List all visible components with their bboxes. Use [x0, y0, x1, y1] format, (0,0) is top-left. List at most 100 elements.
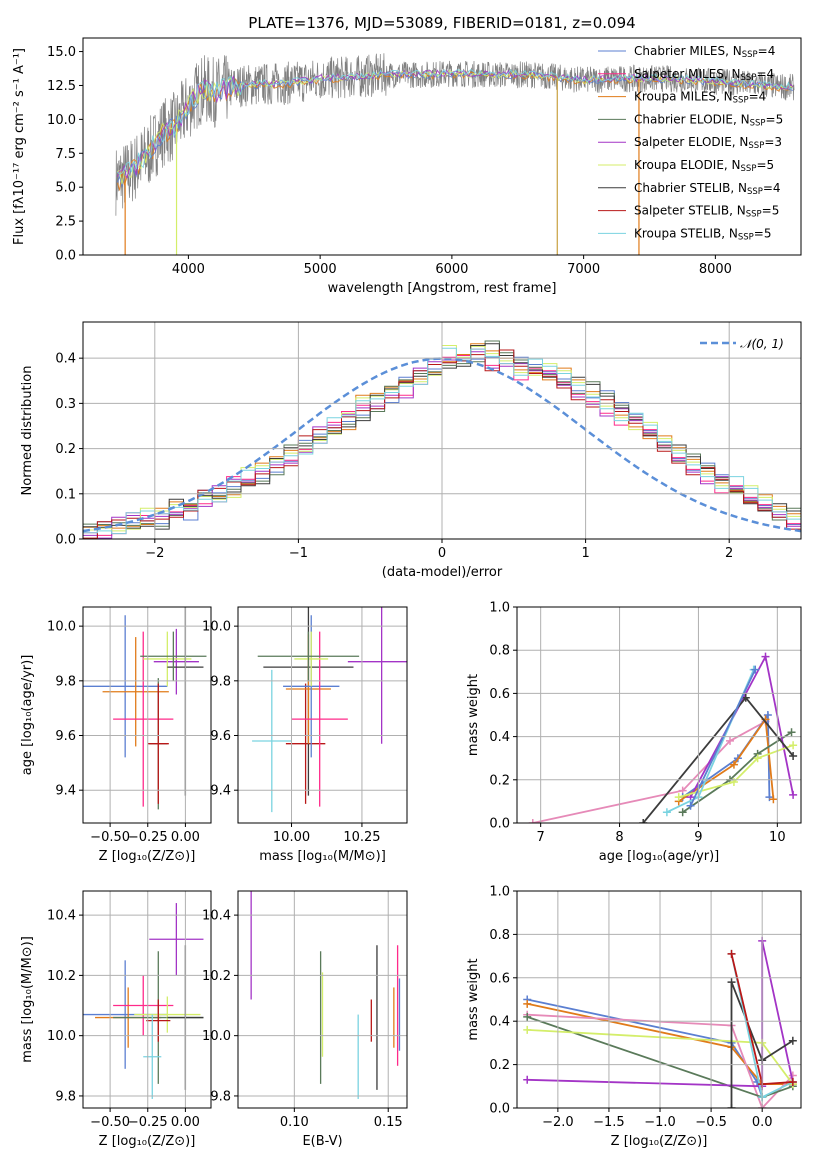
x-tick-label: 9: [694, 830, 702, 845]
chart-age-vs-Z: −0.50−0.25 0.00 9.4 9.6 9.8 10.0 Z [log₁₀(Z/Z⊙…: [20, 606, 212, 864]
y-tick-label: 10.0: [47, 1029, 76, 1044]
y-axis-label: age [log₁₀(age/yr)]: [20, 655, 35, 776]
axes-frame: [82, 606, 212, 824]
y-tick-label: 10.2: [202, 969, 231, 984]
legend-entry: Salpeter ELODIE, NSSP=3: [634, 135, 782, 151]
x-tick-label: 8: [615, 830, 623, 845]
series-marker: [741, 693, 750, 702]
series-line: [682, 731, 792, 813]
series-marker: [727, 949, 736, 958]
x-axis-label: E(B-V): [302, 1134, 342, 1149]
legend: Chabrier MILES, NSSP=4 Salpeter MILES, NS…: [598, 44, 783, 242]
x-tick-label: 0.00: [171, 830, 200, 845]
legend-entry: Chabrier MILES, NSSP=4: [634, 44, 775, 60]
series-marker: [769, 795, 778, 804]
y-axis-label: mass [log₁₀(M/M⊙)]: [20, 936, 35, 1063]
legend-entry: Kroupa ELODIE, NSSP=5: [634, 158, 774, 174]
chart-title: PLATE=1376, MJD=53089, FIBERID=0181, z=0…: [248, 14, 635, 32]
x-axis-label: Z [log₁₀(Z/Z⊙)]: [611, 1134, 708, 1149]
x-tick-label: 0.00: [171, 1115, 200, 1130]
legend-entry: Salpeter STELIB, NSSP=5: [634, 204, 779, 220]
legend-suffix: =4: [763, 181, 781, 195]
series-marker: [753, 754, 762, 763]
legend-suffix: =5: [756, 158, 774, 172]
y-tick-label: 2.5: [55, 215, 76, 230]
y-axis-label: Flux [fλ10⁻¹⁷ erg cm⁻² s⁻¹ A⁻¹]: [12, 48, 27, 245]
series-marker: [523, 1025, 532, 1034]
y-tick-label: 0.4: [55, 352, 76, 367]
legend-suffix: =4: [756, 67, 774, 81]
chart-spectrum: PLATE=1376, MJD=53089, FIBERID=0181, z=0…: [12, 14, 802, 296]
y-tick-label: 0.0: [489, 817, 510, 832]
legend-entry: Kroupa STELIB, NSSP=5: [634, 226, 772, 242]
y-tick-label: 0.6: [489, 687, 510, 702]
x-axis-label: Z [log₁₀(Z/Z⊙)]: [99, 1134, 196, 1149]
series-marker: [662, 808, 671, 817]
y-tick-label: 10.4: [47, 909, 76, 924]
y-tick-label: 5.0: [55, 181, 76, 196]
x-axis-label: mass [log₁₀(M/M⊙)]: [259, 849, 386, 864]
y-tick-label: 9.8: [210, 1089, 231, 1104]
series-marker: [789, 752, 798, 761]
y-tick-label: 0.0: [55, 249, 76, 264]
x-axis-label: wavelength [Angstrom, rest frame]: [328, 281, 557, 296]
y-tick-label: 10.0: [202, 620, 231, 635]
x-tick-label: −0.5: [695, 1115, 727, 1130]
legend-suffix: =3: [764, 135, 782, 149]
series-marker: [788, 1036, 797, 1045]
x-tick-label: −0.25: [128, 1115, 168, 1130]
x-axis-label: Z [log₁₀(Z/Z⊙)]: [99, 849, 196, 864]
x-tick-label: 5000: [304, 262, 337, 277]
y-tick-label: 0.2: [489, 773, 510, 788]
model-spectrum-line: [116, 69, 794, 175]
legend-subscript: SSP: [748, 141, 764, 151]
x-tick-label: −2.0: [542, 1115, 574, 1130]
y-tick-label: 0.2: [55, 442, 76, 457]
x-tick-label: 2: [725, 546, 733, 561]
y-tick-label: 10.0: [47, 113, 76, 128]
series-line: [642, 696, 794, 823]
y-tick-label: 0.4: [489, 730, 510, 745]
legend-subscript: SSP: [750, 118, 766, 128]
chart-age-vs-mass: 10.00 10.25 9.4 9.6 9.8 10.0 mass [log₁₀(M/M⊙)…: [202, 606, 408, 864]
errorbar-plot: [83, 607, 207, 810]
series-marker: [726, 736, 734, 745]
series-marker: [788, 1077, 797, 1086]
chart-massweight-vs-Z: −2.0 −1.5 −1.0 −0.5 0.0 0.0 0.2 0.4 0.6 0.8 1.0 Z […: [466, 885, 802, 1149]
x-tick-label: 1: [581, 546, 589, 561]
y-tick-label: 0.1: [55, 487, 76, 502]
observed-spectrum-line: [115, 53, 795, 216]
series-marker: [729, 760, 738, 769]
y-axis-label: mass weight: [466, 958, 481, 1040]
y-tick-label: 9.8: [55, 1089, 76, 1104]
axes-frame: [82, 321, 802, 540]
y-tick-label: 9.8: [55, 674, 76, 689]
series-line: [678, 744, 794, 798]
series-marker: [787, 728, 796, 737]
series-marker: [528, 819, 537, 823]
y-tick-label: 10.2: [47, 969, 76, 984]
x-tick-label: −2: [145, 546, 164, 561]
y-tick-label: 9.8: [210, 674, 231, 689]
legend-subscript: SSP: [738, 232, 754, 242]
axes-frame: [237, 606, 408, 824]
series-marker: [727, 978, 736, 987]
x-axis-label: age [log₁₀(age/yr)]: [599, 849, 720, 864]
axes-frame: [516, 606, 802, 824]
y-tick-label: 0.8: [489, 928, 510, 943]
legend-entry: Kroupa MILES, NSSP=4: [634, 90, 766, 106]
series-line: [689, 669, 757, 807]
x-tick-label: 7000: [567, 262, 600, 277]
legend-entry: Salpeter MILES, NSSP=4: [634, 67, 774, 83]
x-tick-label: −0.50: [90, 1115, 130, 1130]
x-tick-label: −1.5: [593, 1115, 625, 1130]
y-tick-label: 1.0: [489, 601, 510, 616]
x-tick-label: 0.0: [752, 1115, 773, 1130]
x-tick-label: −1: [289, 546, 308, 561]
model-spectrum-line: [116, 71, 794, 191]
model-spectrum-line: [117, 70, 794, 185]
y-axis-label: Normed distribution: [20, 366, 35, 496]
errorbar-plot: [250, 891, 401, 1099]
y-tick-label: 15.0: [47, 45, 76, 60]
series-marker: [751, 665, 760, 674]
